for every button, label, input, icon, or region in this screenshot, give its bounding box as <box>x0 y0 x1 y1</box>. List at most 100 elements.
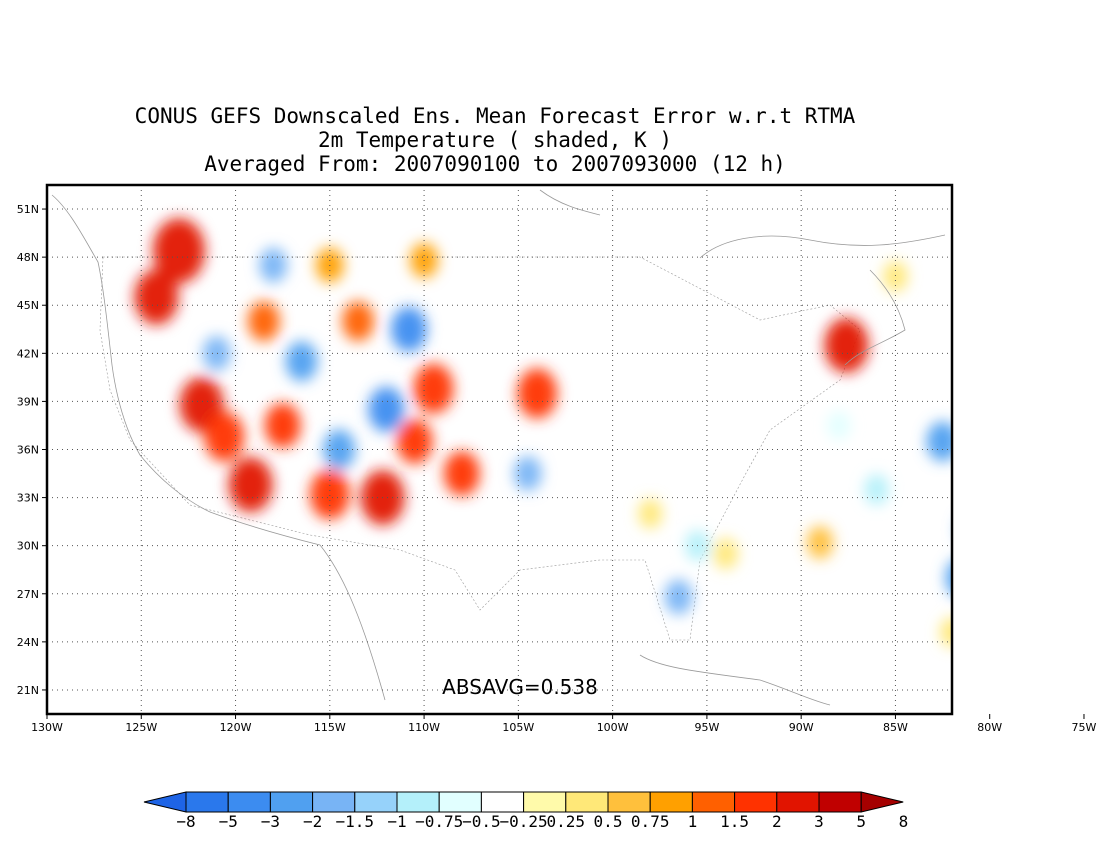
lon-tick-label: 75W <box>1072 721 1097 734</box>
error-blob <box>940 617 952 648</box>
error-blob <box>368 386 405 432</box>
colorbar-swatch <box>818 791 862 813</box>
colorbar-high-arrow <box>860 791 904 813</box>
colorbar-label: −0.25 <box>500 812 548 831</box>
error-blob <box>926 421 952 462</box>
latitude-axis: 51N 48N 45N 42N 39N 36N 33N 30N 27N 24N 21N <box>17 203 47 697</box>
title-line-1: CONUS GEFS Downscaled Ens. Mean Forecast… <box>134 104 856 128</box>
colorbar-swatch <box>734 791 778 813</box>
error-blob <box>247 301 280 342</box>
error-blob <box>202 335 231 371</box>
colorbar-label: 5 <box>856 812 866 831</box>
colorbar-label: 8 <box>899 812 909 831</box>
colorbar-label: −1.5 <box>336 812 375 831</box>
colorbar-swatch <box>649 791 693 813</box>
error-blob <box>204 411 245 462</box>
title-line-3: Averaged From: 2007090100 to 2007093000 … <box>204 152 786 176</box>
error-blob <box>228 457 273 513</box>
colorbar-swatch <box>565 791 609 813</box>
lon-tick-label: 125W <box>125 721 157 734</box>
colorbar-label: −0.5 <box>462 812 501 831</box>
absavg-label: ABSAVG=0.538 <box>442 675 598 699</box>
colorbar-label: −3 <box>261 812 280 831</box>
error-blob <box>945 561 952 594</box>
error-blob <box>391 306 427 352</box>
lat-tick-label: 48N <box>17 251 39 264</box>
colorbar: −8 −5 −3 −2 −1.5 −1 −0.75−0.5−0.250.25 0.5 0.75 1… <box>143 791 909 831</box>
error-blob <box>638 498 663 529</box>
error-blob <box>264 402 301 448</box>
lat-tick-label: 30N <box>17 540 39 553</box>
lon-tick-label: 110W <box>408 721 440 734</box>
error-blob <box>309 469 350 520</box>
error-blob <box>864 474 889 506</box>
lon-tick-label: 100W <box>597 721 629 734</box>
colorbar-swatch <box>354 791 398 813</box>
error-blob <box>1031 367 1061 404</box>
colorbar-swatch <box>523 791 567 813</box>
error-blob <box>413 363 454 414</box>
error-blob <box>664 579 693 615</box>
error-blob <box>443 451 480 497</box>
error-blob <box>957 512 985 547</box>
error-blob <box>883 260 908 292</box>
colorbar-label: 0.25 <box>547 812 586 831</box>
title-line-2: 2m Temperature ( shaded, K ) <box>317 128 672 152</box>
colorbar-swatch <box>396 791 440 813</box>
colorbar-swatch <box>776 791 820 813</box>
lon-tick-label: 95W <box>694 721 719 734</box>
lat-tick-label: 51N <box>17 203 39 216</box>
colorbar-label: 0.75 <box>631 812 670 831</box>
lat-tick-label: 21N <box>17 684 39 697</box>
colorbar-swatch <box>185 791 229 813</box>
error-blob <box>983 397 1015 437</box>
colorbar-label: 1.5 <box>720 812 749 831</box>
lat-tick-label: 45N <box>17 299 39 312</box>
error-field <box>134 218 1100 648</box>
error-blob <box>1068 325 1100 365</box>
lon-tick-label: 85W <box>883 721 908 734</box>
error-blob <box>285 341 318 382</box>
colorbar-swatch <box>691 791 736 813</box>
error-blob <box>513 456 542 492</box>
error-blob <box>713 538 739 570</box>
error-blob <box>323 429 356 470</box>
lat-tick-label: 39N <box>17 395 39 408</box>
lat-lon-grid <box>47 185 952 714</box>
colorbar-label: −0.75 <box>415 812 463 831</box>
colorbar-swatch <box>312 791 356 813</box>
colorbar-label: −8 <box>176 812 195 831</box>
lat-tick-label: 42N <box>17 347 39 360</box>
lat-tick-label: 24N <box>17 636 39 649</box>
colorbar-swatch <box>269 791 314 813</box>
lat-tick-label: 27N <box>17 588 39 601</box>
colorbar-low-arrow <box>143 791 187 813</box>
colorbar-swatch <box>480 791 525 813</box>
map-area <box>47 185 1100 714</box>
error-blob <box>1006 483 1029 512</box>
lon-tick-label: 130W <box>31 721 63 734</box>
colorbar-swatch <box>227 791 271 813</box>
colorbar-label: −5 <box>219 812 238 831</box>
error-blob <box>966 456 994 491</box>
error-blob <box>827 410 851 440</box>
error-blob <box>259 247 288 283</box>
error-blob <box>152 218 205 284</box>
lon-tick-label: 115W <box>314 721 346 734</box>
lat-tick-label: 33N <box>17 492 39 505</box>
error-blob <box>134 269 179 325</box>
lon-tick-label: 80W <box>977 721 1002 734</box>
error-blob <box>517 368 558 419</box>
error-blob <box>806 525 834 559</box>
colorbar-label: 1 <box>688 812 698 831</box>
error-blob <box>342 301 375 342</box>
lon-tick-label: 90W <box>789 721 814 734</box>
error-blob <box>824 317 869 373</box>
coastline <box>51 189 946 706</box>
colorbar-swatch <box>438 791 482 813</box>
lon-tick-label: 120W <box>220 721 252 734</box>
colorbar-label: −2 <box>303 812 322 831</box>
lat-tick-label: 36N <box>17 444 39 457</box>
colorbar-label: 0.5 <box>594 812 623 831</box>
